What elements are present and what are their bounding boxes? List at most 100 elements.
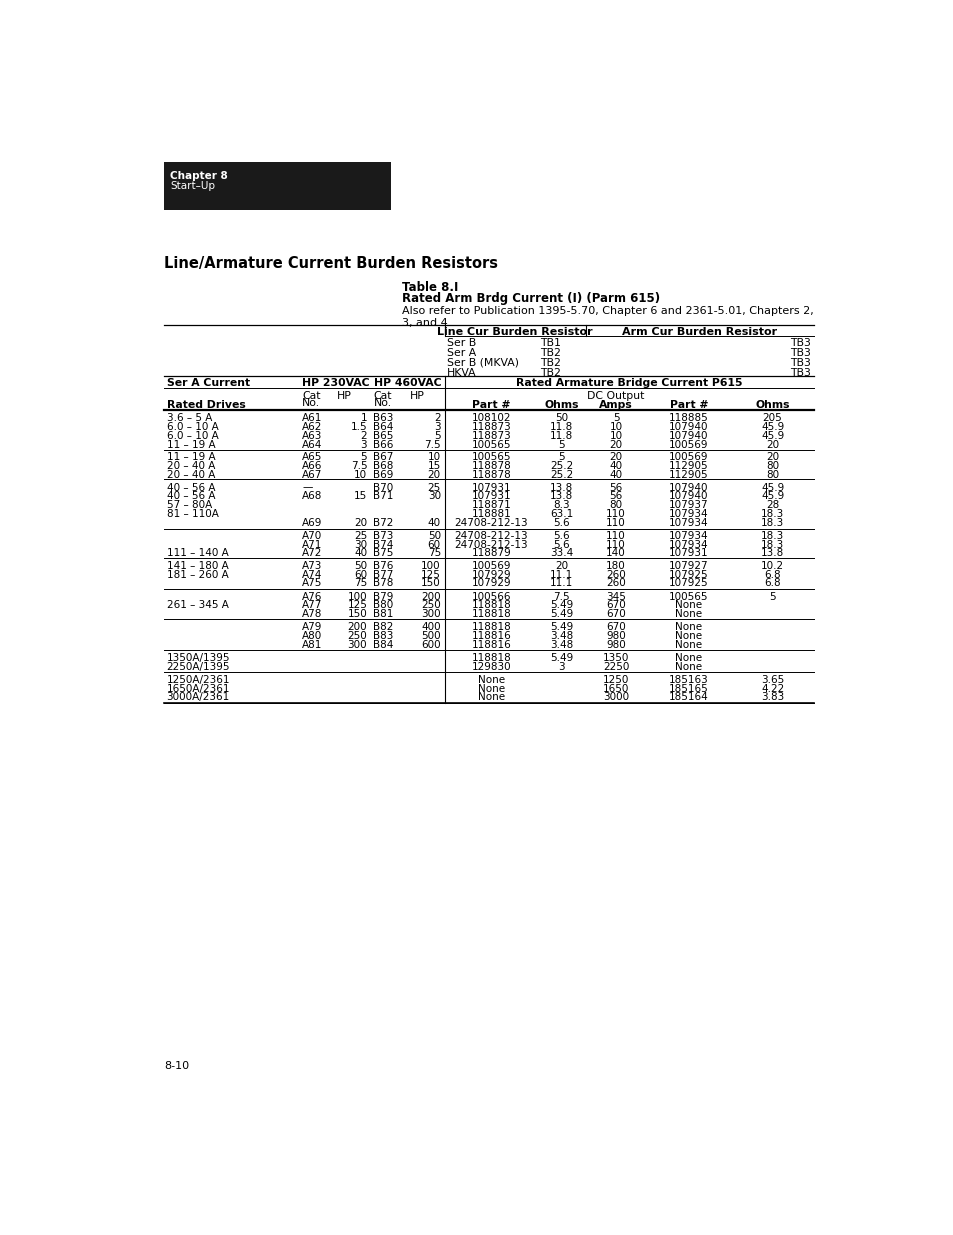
Text: 118871: 118871 — [471, 500, 511, 510]
Text: A70: A70 — [302, 531, 322, 541]
Text: 40: 40 — [609, 469, 622, 480]
Text: B72: B72 — [373, 517, 394, 529]
Text: 13.8: 13.8 — [760, 548, 783, 558]
Text: 45.9: 45.9 — [760, 483, 783, 493]
Text: 15: 15 — [354, 492, 367, 501]
Text: 100: 100 — [347, 592, 367, 601]
Text: 6.0 – 10 A: 6.0 – 10 A — [167, 431, 218, 441]
Text: 5.6: 5.6 — [553, 517, 570, 529]
Text: 81 – 110A: 81 – 110A — [167, 509, 218, 519]
Text: 107940: 107940 — [668, 492, 708, 501]
Text: None: None — [675, 631, 701, 641]
Text: 2: 2 — [360, 431, 367, 441]
Text: —: — — [302, 483, 313, 493]
Text: 118879: 118879 — [471, 548, 511, 558]
Text: 80: 80 — [765, 461, 779, 471]
Text: 500: 500 — [421, 631, 440, 641]
Text: Ser B (MKVA): Ser B (MKVA) — [447, 358, 518, 368]
Text: B66: B66 — [373, 440, 394, 450]
Text: B67: B67 — [373, 452, 394, 462]
Text: A74: A74 — [302, 569, 322, 579]
Text: Line/Armature Current Burden Resistors: Line/Armature Current Burden Resistors — [164, 256, 497, 270]
Text: 261 – 345 A: 261 – 345 A — [167, 600, 228, 610]
Text: B77: B77 — [373, 569, 394, 579]
Text: 118818: 118818 — [471, 609, 511, 619]
Text: 260: 260 — [605, 578, 625, 588]
Text: HP 230VAC: HP 230VAC — [301, 378, 369, 389]
Text: 300: 300 — [347, 640, 367, 650]
Text: 11.1: 11.1 — [550, 569, 573, 579]
Text: 13.8: 13.8 — [550, 492, 573, 501]
Text: 3: 3 — [434, 422, 440, 432]
Text: 50: 50 — [354, 561, 367, 571]
Text: TB3: TB3 — [790, 337, 810, 347]
Text: 10.2: 10.2 — [760, 561, 783, 571]
Text: 107929: 107929 — [471, 578, 511, 588]
Text: TB3: TB3 — [790, 368, 810, 378]
Text: None: None — [675, 622, 701, 632]
Text: 25.2: 25.2 — [550, 461, 573, 471]
Text: 5.49: 5.49 — [550, 609, 573, 619]
Text: 100569: 100569 — [471, 561, 511, 571]
Text: 3.6 – 5 A: 3.6 – 5 A — [167, 412, 212, 424]
Text: 150: 150 — [347, 609, 367, 619]
Text: 100569: 100569 — [668, 452, 708, 462]
Text: 670: 670 — [605, 609, 625, 619]
Text: 50: 50 — [427, 531, 440, 541]
Text: 24708-212-13: 24708-212-13 — [454, 531, 528, 541]
Text: 112905: 112905 — [668, 461, 708, 471]
Text: 50: 50 — [555, 412, 568, 424]
Text: Ohms: Ohms — [755, 400, 789, 410]
Text: TB2: TB2 — [539, 347, 560, 358]
Text: 7.5: 7.5 — [351, 461, 367, 471]
Text: 45.9: 45.9 — [760, 431, 783, 441]
Text: TB2: TB2 — [539, 368, 560, 378]
Text: B83: B83 — [373, 631, 394, 641]
Text: 3.48: 3.48 — [550, 631, 573, 641]
Text: A78: A78 — [302, 609, 322, 619]
Text: None: None — [675, 609, 701, 619]
Text: A76: A76 — [302, 592, 322, 601]
Text: A62: A62 — [302, 422, 322, 432]
Text: 5: 5 — [612, 412, 618, 424]
Text: 980: 980 — [605, 640, 625, 650]
Text: TB2: TB2 — [539, 358, 560, 368]
Text: B75: B75 — [373, 548, 394, 558]
Text: HP: HP — [336, 390, 352, 400]
Text: 5: 5 — [558, 452, 564, 462]
Text: Table 8.I: Table 8.I — [402, 282, 458, 294]
Text: 20: 20 — [765, 440, 779, 450]
Text: 5.6: 5.6 — [553, 540, 570, 550]
Text: 185165: 185165 — [668, 683, 708, 694]
Text: 15: 15 — [427, 461, 440, 471]
Text: 18.3: 18.3 — [760, 517, 783, 529]
Text: 107934: 107934 — [668, 509, 708, 519]
Text: 150: 150 — [420, 578, 440, 588]
Text: DC Output: DC Output — [587, 390, 644, 400]
Text: 107934: 107934 — [668, 540, 708, 550]
Text: 300: 300 — [421, 609, 440, 619]
Text: HP: HP — [410, 390, 424, 400]
Text: A61: A61 — [302, 412, 322, 424]
Text: 5: 5 — [360, 452, 367, 462]
Text: 110: 110 — [605, 517, 625, 529]
Text: 10: 10 — [609, 422, 622, 432]
Text: B65: B65 — [373, 431, 394, 441]
Text: 2250: 2250 — [602, 662, 629, 672]
Text: Start–Up: Start–Up — [171, 182, 215, 191]
Text: 45.9: 45.9 — [760, 492, 783, 501]
Text: 40 – 56 A: 40 – 56 A — [167, 492, 214, 501]
Text: 2250A/1395: 2250A/1395 — [167, 662, 230, 672]
Text: A77: A77 — [302, 600, 322, 610]
Text: 40: 40 — [609, 461, 622, 471]
Text: 118878: 118878 — [471, 461, 511, 471]
Text: 112905: 112905 — [668, 469, 708, 480]
Text: Part #: Part # — [669, 400, 707, 410]
Text: A68: A68 — [302, 492, 322, 501]
Text: 20: 20 — [609, 440, 622, 450]
Text: 107934: 107934 — [668, 517, 708, 529]
Text: 107934: 107934 — [668, 531, 708, 541]
Text: 3.83: 3.83 — [760, 693, 783, 703]
Text: 5: 5 — [434, 431, 440, 441]
Text: 10: 10 — [354, 469, 367, 480]
